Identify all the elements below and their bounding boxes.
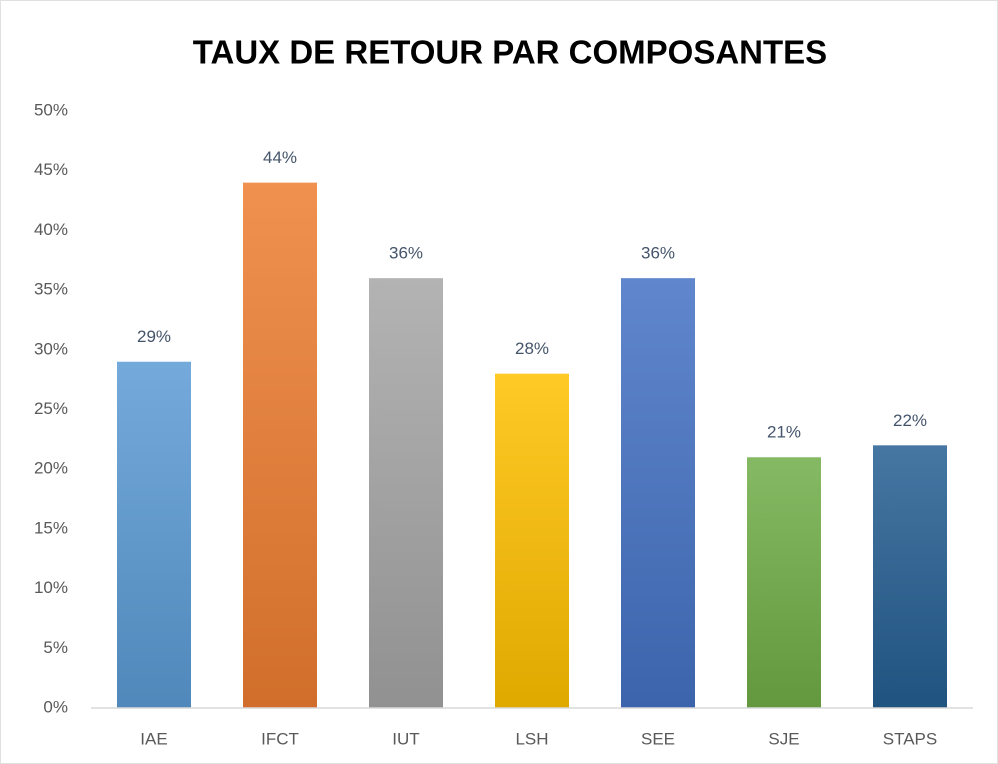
y-tick-label: 30% xyxy=(34,339,68,358)
bar xyxy=(117,361,191,708)
y-tick-label: 35% xyxy=(34,280,68,299)
y-tick-label: 25% xyxy=(34,399,68,418)
chart-title: TAUX DE RETOUR PAR COMPOSANTES xyxy=(193,34,827,71)
value-label: 29% xyxy=(137,327,171,346)
bar xyxy=(747,457,821,708)
value-label: 44% xyxy=(263,148,297,167)
value-label: 22% xyxy=(893,411,927,430)
y-tick-label: 40% xyxy=(34,220,68,239)
bar xyxy=(873,445,947,708)
x-tick-label: SJE xyxy=(768,729,799,748)
bar xyxy=(369,278,443,708)
value-label: 21% xyxy=(767,423,801,442)
bar xyxy=(495,373,569,708)
y-tick-label: 15% xyxy=(34,518,68,537)
x-tick-label: STAPS xyxy=(883,729,937,748)
y-tick-label: 50% xyxy=(34,100,68,119)
value-label: 28% xyxy=(515,339,549,358)
y-tick-label: 20% xyxy=(34,459,68,478)
x-tick-label: IUT xyxy=(392,729,419,748)
x-tick-label: IFCT xyxy=(261,729,299,748)
y-tick-label: 10% xyxy=(34,578,68,597)
x-tick-label: SEE xyxy=(641,729,675,748)
y-tick-label: 45% xyxy=(34,160,68,179)
bar xyxy=(243,182,317,708)
bar xyxy=(621,278,695,708)
y-tick-label: 0% xyxy=(43,697,68,716)
value-label: 36% xyxy=(389,244,423,263)
y-tick-label: 5% xyxy=(43,638,68,657)
x-tick-label: IAE xyxy=(140,729,167,748)
value-label: 36% xyxy=(641,244,675,263)
x-tick-label: LSH xyxy=(515,729,548,748)
